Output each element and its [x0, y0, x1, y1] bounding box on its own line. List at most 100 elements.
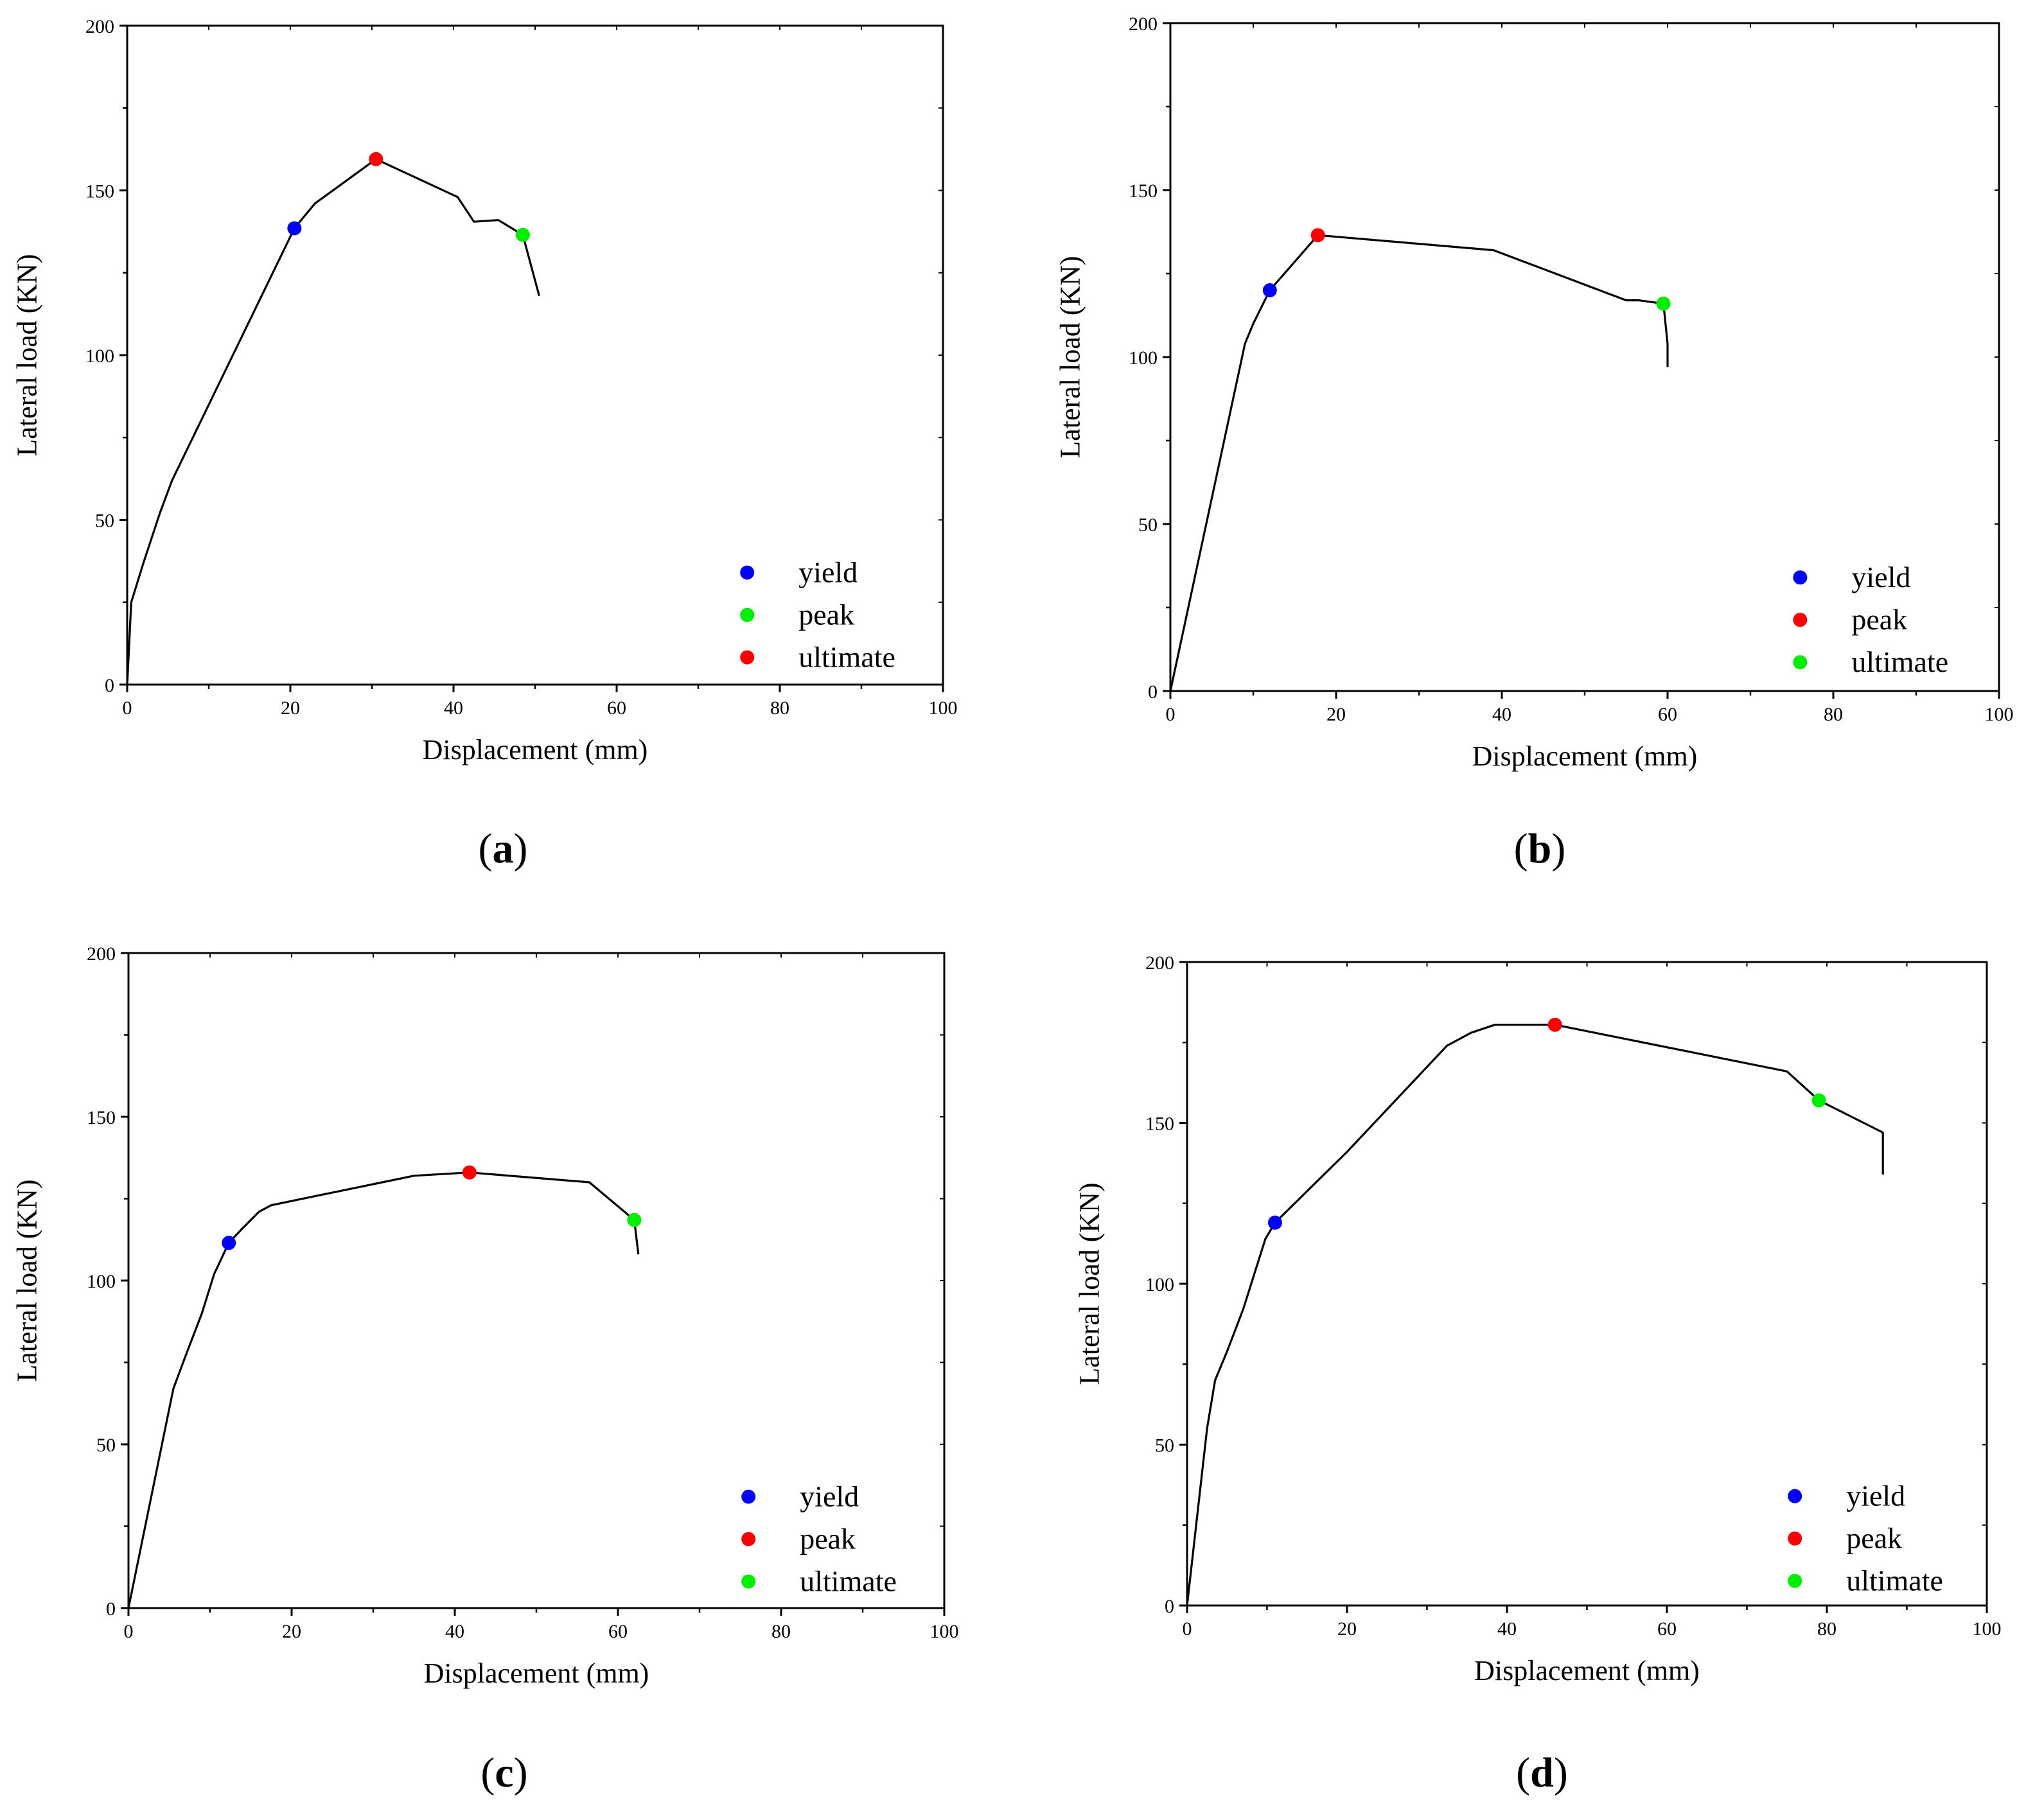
x-tick-label: 0 — [1183, 1618, 1192, 1640]
x-axis-title: Displacement (mm) — [1472, 740, 1698, 772]
legend-marker-peak — [741, 1532, 756, 1546]
y-tick-label: 100 — [1145, 1274, 1174, 1295]
legend-label-yield: yield — [1851, 561, 1910, 593]
panel-label-open: ( — [1514, 825, 1528, 872]
x-tick-label: 60 — [608, 1621, 628, 1642]
legend-label-yield: yield — [800, 1480, 859, 1513]
yield-point — [222, 1236, 236, 1250]
x-tick-label: 60 — [1658, 704, 1677, 725]
y-axis-title: Lateral load (KN) — [12, 254, 43, 456]
panel-label: (b) — [1514, 825, 1566, 872]
y-tick-label: 150 — [85, 181, 114, 202]
chart-panel-c: 0 20 40 60 80 100 0 50 100 150 200 Displacement (mm… — [12, 943, 959, 1796]
y-tick-label: 150 — [1145, 1114, 1174, 1135]
x-tick-label: 80 — [771, 1621, 791, 1642]
legend-label-peak: peak — [1851, 603, 1907, 636]
panel-label-close: ) — [1551, 825, 1565, 872]
legend-marker-peak — [1793, 613, 1808, 627]
x-tick-label: 20 — [281, 697, 300, 719]
legend-label-ultimate: ultimate — [798, 641, 895, 674]
ultimate-point — [1656, 296, 1671, 311]
legend-label-ultimate: ultimate — [1846, 1564, 1943, 1597]
x-tick-label: 20 — [282, 1621, 301, 1642]
y-tick-label: 0 — [1165, 1596, 1174, 1617]
y-tick-label: 100 — [1129, 347, 1158, 369]
y-tick-label: 200 — [1129, 13, 1158, 35]
peak-point — [1547, 1017, 1562, 1032]
peak-point — [462, 1165, 477, 1180]
chart-panel-b: 0 20 40 60 80 100 0 50 100 150 200 Displacement (mm… — [1055, 13, 2014, 872]
x-tick-label: 20 — [1326, 704, 1346, 725]
panel-label-letter: b — [1528, 825, 1552, 872]
legend-marker-yield — [741, 1489, 756, 1504]
x-tick-label: 40 — [1497, 1618, 1517, 1640]
panel-label: (a) — [479, 825, 528, 872]
chart-panel-d: 0 20 40 60 80 100 0 50 100 150 200 Displacement (mm… — [1074, 952, 2002, 1796]
x-tick-label: 40 — [445, 1621, 464, 1642]
x-axis-title: Displacement (mm) — [424, 1658, 649, 1689]
x-tick-label: 20 — [1337, 1618, 1357, 1640]
y-tick-label: 150 — [1129, 180, 1158, 202]
legend-marker-ultimate — [740, 650, 755, 665]
load-displacement-curve — [126, 158, 540, 685]
x-tick-label: 40 — [1492, 704, 1511, 725]
ultimate-point — [515, 227, 530, 242]
x-axis-title: Displacement (mm) — [423, 734, 648, 766]
x-tick-label: 0 — [124, 1621, 134, 1642]
y-tick-label: 150 — [87, 1107, 116, 1128]
x-tick-label: 100 — [930, 1621, 959, 1642]
y-tick-label: 100 — [87, 1271, 116, 1292]
panel-label-open: ( — [1516, 1749, 1530, 1796]
panel-label-open: ( — [480, 1749, 495, 1796]
peak-point — [369, 152, 383, 166]
legend-label-peak: peak — [800, 1523, 856, 1555]
panel-label-letter: a — [493, 825, 514, 872]
panel-label-open: ( — [479, 825, 493, 872]
y-tick-label: 200 — [87, 943, 116, 965]
legend-label-yield: yield — [798, 556, 858, 589]
legend-label-ultimate: ultimate — [1851, 645, 1948, 678]
y-tick-label: 50 — [1155, 1435, 1174, 1457]
legend-label-peak: peak — [798, 599, 854, 631]
load-displacement-curve — [127, 1171, 640, 1609]
x-tick-label: 0 — [123, 697, 132, 719]
ultimate-point — [1811, 1093, 1826, 1108]
x-tick-label: 40 — [444, 697, 463, 719]
yield-point — [287, 221, 302, 236]
legend-marker-ultimate — [741, 1574, 756, 1589]
legend-marker-peak — [740, 608, 755, 622]
y-tick-label: 50 — [95, 511, 114, 532]
x-tick-label: 60 — [607, 697, 626, 719]
legend-marker-ultimate — [1793, 655, 1808, 670]
y-axis-title: Lateral load (KN) — [12, 1179, 43, 1381]
panel-label-letter: d — [1530, 1749, 1554, 1796]
legend-marker-ultimate — [1788, 1573, 1802, 1588]
peak-point — [1310, 228, 1325, 243]
y-tick-label: 200 — [85, 16, 114, 37]
ultimate-point — [627, 1212, 642, 1227]
y-tick-label: 0 — [106, 1598, 116, 1620]
panel-label-close: ) — [514, 1749, 528, 1796]
panel-label-close: ) — [1554, 1749, 1568, 1796]
legend-marker-yield — [740, 565, 755, 580]
chart-panel-a: 0 20 40 60 80 100 0 50 100 150 200 Displacement (mm… — [12, 16, 958, 872]
y-tick-label: 100 — [85, 346, 114, 367]
x-tick-label: 80 — [1824, 704, 1843, 725]
x-tick-label: 80 — [770, 697, 789, 719]
panel-label: (d) — [1516, 1749, 1568, 1796]
y-tick-label: 50 — [1138, 514, 1158, 536]
yield-point — [1267, 1215, 1282, 1230]
y-tick-label: 0 — [105, 675, 114, 696]
legend-marker-peak — [1788, 1531, 1802, 1546]
legend-marker-yield — [1788, 1489, 1802, 1503]
x-tick-label: 60 — [1657, 1618, 1677, 1640]
legend-label-ultimate: ultimate — [800, 1565, 897, 1598]
y-tick-label: 50 — [96, 1435, 116, 1456]
legend-label-peak: peak — [1846, 1522, 1902, 1555]
x-tick-label: 100 — [929, 697, 958, 719]
y-tick-label: 200 — [1145, 952, 1174, 974]
panel-label-letter: c — [495, 1749, 513, 1796]
x-tick-label: 100 — [1985, 704, 2014, 725]
legend-marker-yield — [1793, 570, 1808, 585]
legend-label-yield: yield — [1846, 1480, 1905, 1512]
